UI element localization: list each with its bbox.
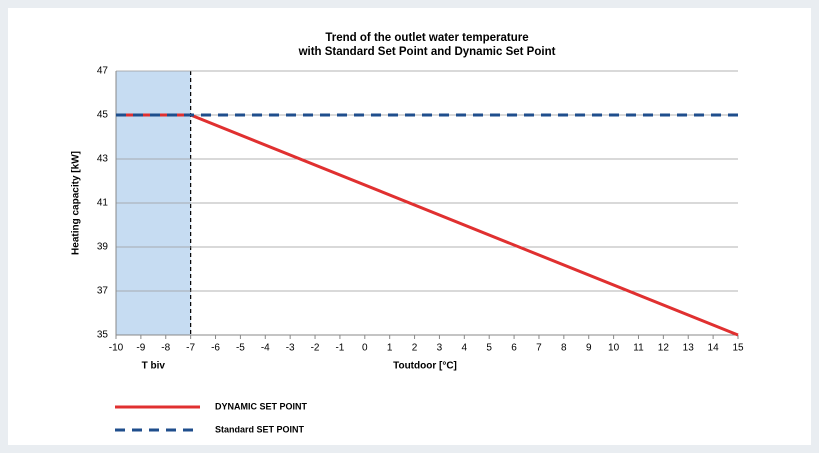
chart-title: with Standard Set Point and Dynamic Set … [298, 46, 556, 58]
x-tick-label: 9 [586, 343, 592, 354]
chart-title: Trend of the outlet water temperature [325, 32, 528, 44]
x-tick-label: 1 [387, 343, 393, 354]
x-tick-label: 15 [732, 343, 744, 354]
x-tick-label: -3 [286, 343, 295, 354]
x-tick-label: 10 [608, 343, 620, 354]
y-tick-label: 35 [97, 330, 109, 341]
x-tick-label: -7 [186, 343, 195, 354]
x-tick-label: 8 [561, 343, 567, 354]
x-tick-label: -6 [211, 343, 220, 354]
x-tick-label: 2 [412, 343, 418, 354]
x-tick-label: -10 [109, 343, 124, 354]
x-tick-label: -2 [311, 343, 320, 354]
y-tick-label: 47 [97, 66, 109, 77]
y-tick-label: 37 [97, 286, 109, 297]
y-tick-label: 39 [97, 242, 109, 253]
y-tick-label: 41 [97, 198, 109, 209]
x-tick-label: -8 [161, 343, 170, 354]
legend-label: Standard SET POINT [215, 424, 305, 434]
x-tick-label: 11 [633, 343, 644, 354]
x-tick-label: 13 [683, 343, 695, 354]
y-tick-label: 45 [97, 110, 109, 121]
legend-label: DYNAMIC SET POINT [215, 401, 308, 411]
x-tick-label: 7 [536, 343, 542, 354]
region-label: T biv [142, 361, 166, 372]
y-tick-label: 43 [97, 154, 109, 165]
x-tick-label: 12 [658, 343, 670, 354]
x-tick-label: -5 [236, 343, 245, 354]
x-tick-label: 5 [486, 343, 492, 354]
x-tick-label: 14 [708, 343, 720, 354]
x-tick-label: -9 [136, 343, 145, 354]
x-tick-label: 4 [462, 343, 468, 354]
x-axis-label: Toutdoor [°C] [393, 361, 457, 372]
y-axis-label: Heating capacity [kW] [71, 151, 82, 255]
x-tick-label: 3 [437, 343, 443, 354]
x-tick-label: -1 [335, 343, 344, 354]
x-tick-label: 0 [362, 343, 368, 354]
x-tick-label: -4 [261, 343, 270, 354]
x-tick-label: 6 [511, 343, 517, 354]
